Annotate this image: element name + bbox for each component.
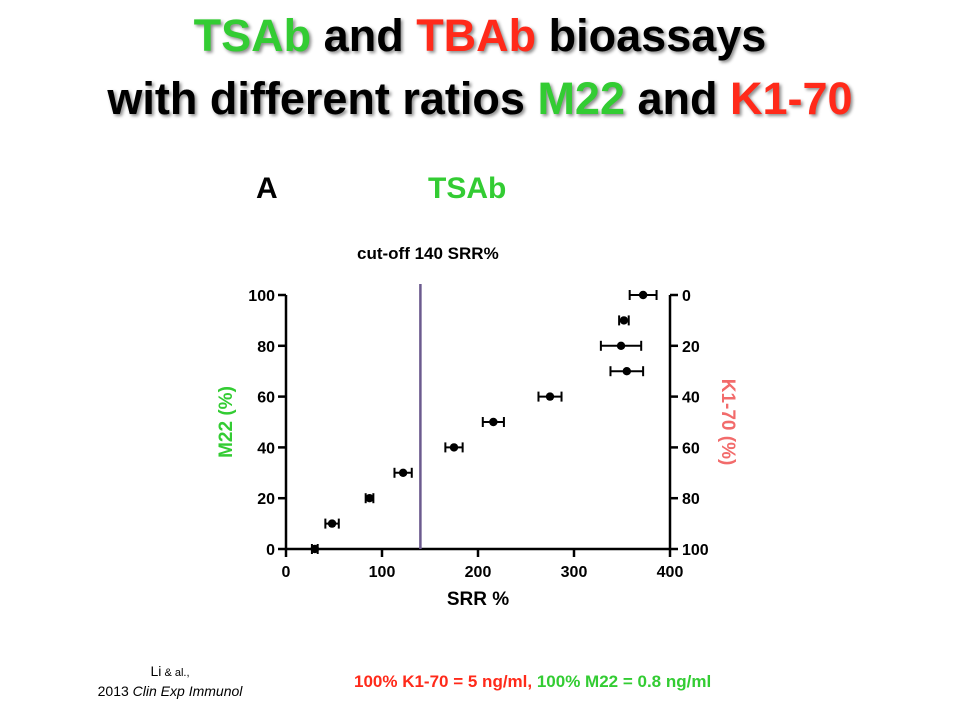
- x-tick-label: 400: [657, 564, 684, 581]
- data-point: [489, 417, 498, 427]
- x-tick-label: 0: [282, 564, 291, 581]
- citation-etal: & al.,: [161, 667, 190, 679]
- data-point: [310, 544, 319, 554]
- y-tick-label: 60: [257, 390, 275, 407]
- y2-tick-label: 100: [682, 542, 709, 559]
- data-point: [327, 519, 337, 528]
- data-point: [638, 290, 648, 300]
- slide-title-line-2: with different ratios M22 and K1-70: [0, 72, 960, 126]
- panel-letter: A: [256, 172, 278, 205]
- title-part: K1-70: [730, 73, 853, 124]
- slide-title-line-1: TSAb and TBAb bioassays: [0, 9, 960, 63]
- y-tick-label: 20: [257, 491, 275, 508]
- y2-tick-label: 60: [682, 440, 700, 457]
- citation-year: 2013: [97, 683, 133, 699]
- citation: Li & al., 2013 Clin Exp Immunol: [70, 662, 270, 700]
- data-point: [449, 443, 459, 452]
- x-axis-title: SRR %: [447, 589, 509, 610]
- note-k1-70: 100% K1-70 = 5 ng/ml,: [354, 672, 537, 691]
- concentration-note: 100% K1-70 = 5 ng/ml, 100% M22 = 0.8 ng/…: [354, 672, 711, 692]
- data-point: [622, 367, 631, 376]
- x-tick-label: 300: [561, 564, 588, 581]
- y-tick-label: 100: [248, 288, 275, 305]
- cutoff-label: cut-off 140 SRR%: [357, 244, 499, 263]
- citation-journal: Clin Exp Immunol: [132, 683, 243, 699]
- y-tick-label: 40: [257, 440, 275, 457]
- data-point: [365, 494, 374, 503]
- title-part: bioassays: [536, 10, 767, 61]
- chart-marks: [310, 284, 658, 554]
- x-tick-label: 200: [465, 564, 492, 581]
- y2-tick-label: 0: [682, 288, 691, 305]
- data-point: [616, 341, 626, 350]
- note-m22: 100% M22 = 0.8 ng/ml: [536, 672, 712, 691]
- y2-axis-title: K1-70 (%): [717, 379, 738, 466]
- y2-tick-label: 80: [682, 491, 700, 508]
- title-part: TBAb: [416, 10, 537, 61]
- y2-tick-label: 40: [682, 390, 700, 407]
- title-part: TSAb: [193, 10, 312, 61]
- title-part: and: [311, 10, 417, 61]
- x-tick-label: 100: [369, 564, 396, 581]
- y2-tick-label: 20: [682, 339, 700, 356]
- data-point: [619, 316, 629, 325]
- title-part: with different ratios: [107, 73, 538, 124]
- y-axis-title: M22 (%): [216, 386, 237, 458]
- y-tick-label: 0: [266, 542, 275, 559]
- data-point: [545, 392, 555, 401]
- citation-author: Li: [150, 663, 162, 679]
- data-point: [398, 468, 408, 477]
- title-part: and: [624, 73, 730, 124]
- panel-title: TSAb: [428, 172, 507, 205]
- y-tick-label: 80: [257, 339, 275, 356]
- title-part: M22: [537, 73, 625, 124]
